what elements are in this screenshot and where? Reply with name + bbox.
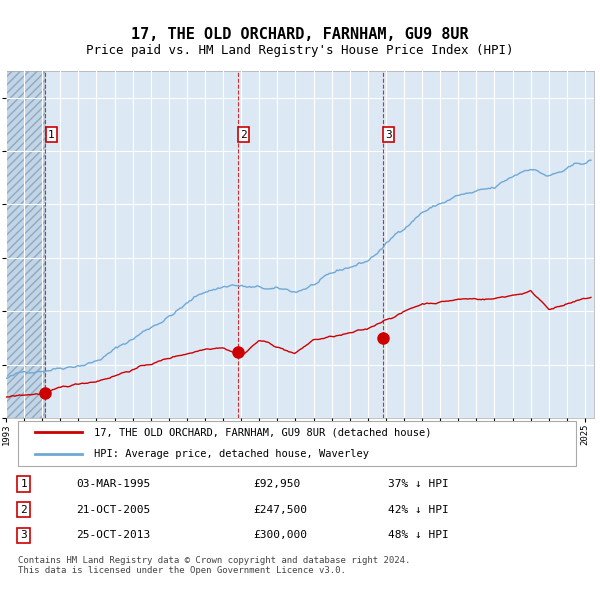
Text: 2: 2	[241, 130, 247, 140]
Text: 3: 3	[385, 130, 392, 140]
Bar	[6, 71, 45, 418]
Text: 48% ↓ HPI: 48% ↓ HPI	[388, 530, 449, 540]
Text: £300,000: £300,000	[253, 530, 307, 540]
Text: 1: 1	[20, 479, 27, 489]
Text: 3: 3	[20, 530, 27, 540]
Text: 17, THE OLD ORCHARD, FARNHAM, GU9 8UR (detached house): 17, THE OLD ORCHARD, FARNHAM, GU9 8UR (d…	[94, 427, 432, 437]
Text: 17, THE OLD ORCHARD, FARNHAM, GU9 8UR: 17, THE OLD ORCHARD, FARNHAM, GU9 8UR	[131, 27, 469, 41]
Bar	[6, 71, 45, 418]
Text: £247,500: £247,500	[253, 504, 307, 514]
Text: £92,950: £92,950	[253, 479, 300, 489]
Text: 2: 2	[20, 504, 27, 514]
Text: 37% ↓ HPI: 37% ↓ HPI	[388, 479, 449, 489]
Text: 42% ↓ HPI: 42% ↓ HPI	[388, 504, 449, 514]
Text: HPI: Average price, detached house, Waverley: HPI: Average price, detached house, Wave…	[94, 450, 369, 460]
Text: 1: 1	[48, 130, 55, 140]
Text: Contains HM Land Registry data © Crown copyright and database right 2024.
This d: Contains HM Land Registry data © Crown c…	[18, 556, 410, 575]
Text: 21-OCT-2005: 21-OCT-2005	[77, 504, 151, 514]
Text: 03-MAR-1995: 03-MAR-1995	[77, 479, 151, 489]
Text: Price paid vs. HM Land Registry's House Price Index (HPI): Price paid vs. HM Land Registry's House …	[86, 44, 514, 57]
FancyBboxPatch shape	[18, 421, 577, 466]
Text: 25-OCT-2013: 25-OCT-2013	[77, 530, 151, 540]
